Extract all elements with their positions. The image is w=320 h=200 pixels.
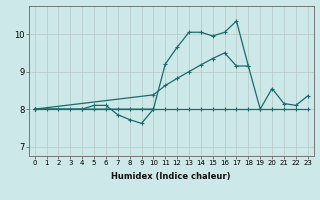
X-axis label: Humidex (Indice chaleur): Humidex (Indice chaleur) [111,172,231,181]
